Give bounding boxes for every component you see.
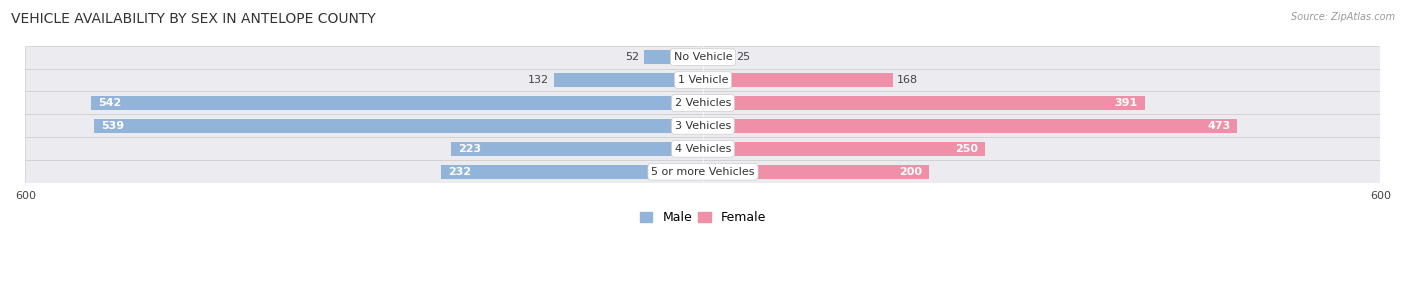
- Bar: [25, 137, 1381, 160]
- Text: No Vehicle: No Vehicle: [673, 52, 733, 62]
- Text: 200: 200: [898, 167, 922, 177]
- Text: 250: 250: [956, 144, 979, 154]
- Bar: [91, 96, 703, 110]
- Text: 5 or more Vehicles: 5 or more Vehicles: [651, 167, 755, 177]
- Bar: [25, 46, 1381, 69]
- Text: 223: 223: [458, 144, 481, 154]
- Text: 132: 132: [529, 75, 550, 85]
- Text: 542: 542: [98, 98, 121, 108]
- Text: 2 Vehicles: 2 Vehicles: [675, 98, 731, 108]
- Bar: [25, 114, 1381, 137]
- Bar: [644, 50, 703, 64]
- Bar: [703, 50, 731, 64]
- Bar: [25, 69, 1381, 91]
- Bar: [703, 142, 986, 156]
- Legend: Male, Female: Male, Female: [636, 206, 770, 229]
- Bar: [25, 160, 1381, 183]
- Text: 1 Vehicle: 1 Vehicle: [678, 75, 728, 85]
- Text: 232: 232: [447, 167, 471, 177]
- Text: 4 Vehicles: 4 Vehicles: [675, 144, 731, 154]
- Bar: [94, 119, 703, 133]
- Bar: [554, 73, 703, 87]
- Text: 473: 473: [1208, 121, 1230, 131]
- Bar: [703, 165, 929, 179]
- Text: Source: ZipAtlas.com: Source: ZipAtlas.com: [1291, 12, 1395, 22]
- Text: 391: 391: [1115, 98, 1137, 108]
- Text: 52: 52: [626, 52, 640, 62]
- Bar: [25, 91, 1381, 114]
- Bar: [451, 142, 703, 156]
- Text: 25: 25: [735, 52, 749, 62]
- Bar: [441, 165, 703, 179]
- Bar: [703, 119, 1237, 133]
- Text: VEHICLE AVAILABILITY BY SEX IN ANTELOPE COUNTY: VEHICLE AVAILABILITY BY SEX IN ANTELOPE …: [11, 12, 375, 26]
- Text: 539: 539: [101, 121, 124, 131]
- Text: 168: 168: [897, 75, 918, 85]
- Text: 3 Vehicles: 3 Vehicles: [675, 121, 731, 131]
- Bar: [703, 96, 1144, 110]
- Bar: [703, 73, 893, 87]
